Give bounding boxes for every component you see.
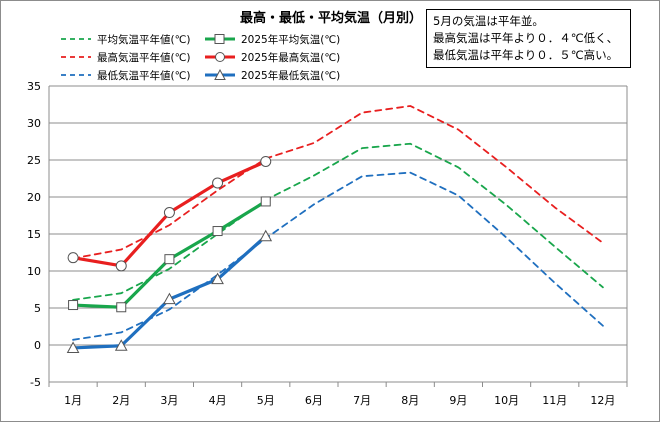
legend-item-2025-avg: 2025年平均気温(℃) <box>203 31 340 47</box>
x-tick-label: 11月 <box>542 394 567 407</box>
data-point-5-3 <box>211 272 224 285</box>
y-tick-label: 5 <box>34 302 41 315</box>
data-point-1-0 <box>68 300 79 311</box>
x-tick-label: 2月 <box>112 394 130 407</box>
legend-item-2025-min: 2025年最低気温(℃) <box>203 67 340 83</box>
y-tick-label: 30 <box>27 117 41 130</box>
data-point-5-4 <box>259 229 273 242</box>
legend-item-2025-max: 2025年最高気温(℃) <box>203 49 340 65</box>
x-tick-label: 4月 <box>209 394 227 407</box>
x-tick-label: 1月 <box>64 394 82 407</box>
x-tick-label: 5月 <box>257 394 275 407</box>
x-tick-label: 6月 <box>305 394 323 407</box>
series-group <box>71 105 604 350</box>
data-point-3-3 <box>212 177 224 189</box>
data-point-5-1 <box>114 339 128 351</box>
y-tick-label: 20 <box>27 191 41 204</box>
annotation-line-3: 最低気温は平年より０．５℃高い。 <box>433 48 619 62</box>
annotation-line-1: 5月の気温は平年並。 <box>433 14 544 28</box>
data-point-3-2 <box>163 207 175 219</box>
legend-item-normal-min: 最低気温平年値(℃) <box>59 67 191 83</box>
data-point-3-1 <box>115 260 127 272</box>
legend-swatch-normal-min <box>61 74 91 76</box>
y-tick-label: 10 <box>27 265 41 278</box>
data-point-1-4 <box>260 196 271 207</box>
series-line-0 <box>72 142 604 301</box>
x-tick-label: 7月 <box>353 394 371 407</box>
legend-swatch-2025-avg <box>205 34 235 44</box>
x-tick-label: 8月 <box>401 394 419 407</box>
annotation-line-2: 最高気温は平年より０．４℃低く、 <box>433 31 619 45</box>
data-point-1-1 <box>116 302 127 313</box>
data-point-5-2 <box>163 292 176 305</box>
data-point-3-0 <box>67 252 79 264</box>
y-tick-label: 25 <box>27 154 41 167</box>
series-line-4 <box>72 171 604 341</box>
x-tick-label: 9月 <box>449 394 467 407</box>
x-tick-label: 10月 <box>494 394 519 407</box>
legend: 平均気温平年値(℃) 2025年平均気温(℃) 最高気温平年値(℃) 2025年… <box>59 31 359 85</box>
legend-label-normal-max: 最高気温平年値(℃) <box>97 51 191 64</box>
data-point-5-0 <box>66 341 80 353</box>
legend-item-normal-max: 最高気温平年値(℃) <box>59 49 191 65</box>
legend-swatch-2025-max <box>205 52 235 62</box>
legend-swatch-normal-max <box>61 56 91 58</box>
axes: -5 0 5 10 15 20 25 30 35 1月 2月 3月 4月 5月 6月 7月 8月 9月 10月 11月… <box>27 80 628 407</box>
legend-label-normal-min: 最低気温平年値(℃) <box>97 69 191 82</box>
y-tick-label: 15 <box>27 228 41 241</box>
chart-title: 最高・最低・平均気温（月別） <box>239 11 422 26</box>
y-tick-label: 0 <box>34 339 41 352</box>
markers-group <box>66 155 273 353</box>
series-line-5 <box>71 234 268 350</box>
legend-label-2025-max: 2025年最高気温(℃) <box>241 51 341 64</box>
series-line-2 <box>72 105 604 260</box>
legend-label-normal-avg: 平均気温平年値(℃) <box>97 33 191 46</box>
y-tick-label: 35 <box>27 80 41 93</box>
annotation-box: 5月の気温は平年並。 最高気温は平年より０．４℃低く、 最低気温は平年より０．５… <box>426 9 631 68</box>
legend-label-2025-avg: 2025年平均気温(℃) <box>241 33 341 46</box>
legend-swatch-normal-avg <box>61 38 91 40</box>
legend-item-normal-avg: 平均気温平年値(℃) <box>59 31 191 47</box>
legend-swatch-2025-min <box>205 69 235 80</box>
data-point-1-3 <box>212 226 223 237</box>
x-tick-label: 12月 <box>590 394 615 407</box>
x-tick-label: 3月 <box>160 394 178 407</box>
legend-label-2025-min: 2025年最低気温(℃) <box>241 69 341 82</box>
data-point-1-2 <box>164 254 175 265</box>
data-point-3-4 <box>260 155 272 167</box>
grid <box>49 85 627 383</box>
y-tick-label: -5 <box>30 376 41 389</box>
